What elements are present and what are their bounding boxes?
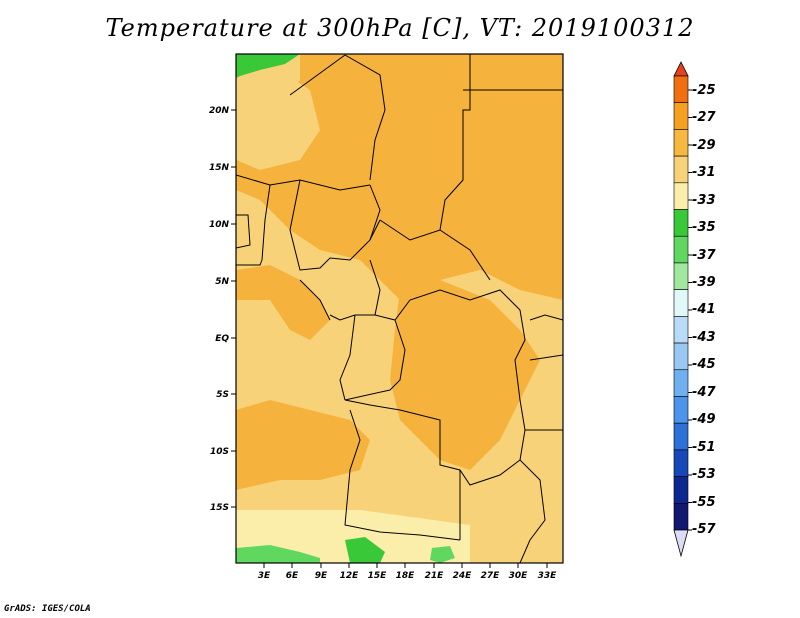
colorbar: [673, 61, 692, 558]
lon-label: 27E: [481, 571, 501, 581]
colorbar-segment: [673, 262, 689, 290]
country-borders: [236, 54, 563, 563]
lat-labels: 20N 15N 10N 5N EQ 5S 10S 15S: [209, 106, 230, 513]
colorbar-top-arrow: [673, 61, 689, 77]
region-minus-37-sw: [236, 545, 320, 563]
region-minus-37-s2: [430, 546, 455, 563]
lon-label: 21E: [425, 571, 445, 581]
region-minus-29-central: [390, 280, 540, 470]
lon-label: 24E: [453, 571, 473, 581]
map-fill: [236, 54, 563, 563]
lat-label: 5S: [216, 390, 229, 400]
colorbar-label: -57: [692, 522, 716, 537]
colorbar-label: -25: [692, 83, 716, 98]
colorbar-segment: [673, 422, 689, 451]
lat-label: 15S: [210, 503, 229, 513]
lat-label: EQ: [215, 334, 229, 344]
lon-label: 9E: [315, 571, 328, 581]
lon-label: 33E: [538, 571, 558, 581]
colorbar-segment: [673, 129, 689, 157]
colorbar-label: -49: [692, 412, 716, 427]
colorbar-segment: [673, 102, 689, 130]
colorbar-segment: [673, 369, 689, 397]
lat-label: 5N: [215, 277, 229, 287]
colorbar-label: -53: [692, 467, 716, 482]
region-minus-33-sahara: [236, 70, 320, 170]
region-minus-29-south: [236, 400, 370, 490]
lon-labels: 3E 6E 9E 12E 15E 18E 21E 24E 27E 30E 33E: [258, 571, 557, 581]
lon-label: 15E: [368, 571, 388, 581]
colorbar-segment: [673, 396, 689, 424]
lat-label: 15N: [209, 163, 230, 173]
colorbar-label: -39: [692, 275, 716, 290]
lat-label: 10N: [209, 220, 230, 230]
lon-label: 12E: [340, 571, 360, 581]
lat-label: 20N: [209, 106, 230, 116]
region-minus-29-west: [236, 265, 330, 340]
colorbar-label: -35: [692, 220, 716, 235]
colorbar-segment: [673, 502, 689, 531]
region-minus-37-s1: [345, 537, 385, 563]
colorbar-segment: [673, 235, 689, 264]
colorbar-segment: [673, 209, 689, 237]
lon-label: 3E: [258, 571, 271, 581]
lon-ticks: [263, 563, 548, 568]
colorbar-label: -45: [692, 357, 716, 372]
colorbar-segment: [673, 75, 689, 104]
map-title: Temperature at 300hPa [C], VT: 201910031…: [105, 14, 695, 42]
colorbar-label: -29: [692, 138, 716, 153]
colorbar-label: -37: [692, 248, 716, 263]
colorbar-segment: [673, 182, 689, 210]
colorbar-segment: [673, 316, 689, 344]
colorbar-segments: [673, 75, 689, 531]
colorbar-labels: -25 -27 -29 -31 -33 -35 -37 -39 -41 -43 …: [692, 83, 716, 537]
colorbar-label: -31: [692, 165, 716, 180]
colorbar-label: -51: [692, 440, 716, 455]
lon-label: 18E: [396, 571, 416, 581]
colorbar-segment: [673, 476, 689, 504]
colorbar-segment: [673, 155, 689, 184]
colorbar-segment: [673, 449, 689, 477]
colorbar-label: -41: [692, 302, 716, 317]
colorbar-segment: [673, 342, 689, 371]
colorbar-label: -55: [692, 495, 716, 510]
region-minus-33-band: [236, 488, 563, 525]
map-frame: [235, 53, 564, 564]
colorbar-label: -33: [692, 193, 716, 208]
colorbar-label: -43: [692, 330, 716, 345]
colorbar-label: -47: [692, 385, 716, 400]
region-minus-37-nw: [236, 54, 300, 78]
colorbar-segment: [673, 289, 689, 317]
lat-ticks: [231, 109, 236, 508]
region-minus-29-north: [236, 54, 563, 300]
colorbar-label: -27: [692, 110, 716, 125]
lon-label: 30E: [509, 571, 529, 581]
lat-label: 10S: [210, 447, 229, 457]
colorbar-bottom-arrow: [673, 529, 689, 558]
grads-credit: GrADS: IGES/COLA: [4, 604, 91, 614]
lon-label: 6E: [286, 571, 299, 581]
